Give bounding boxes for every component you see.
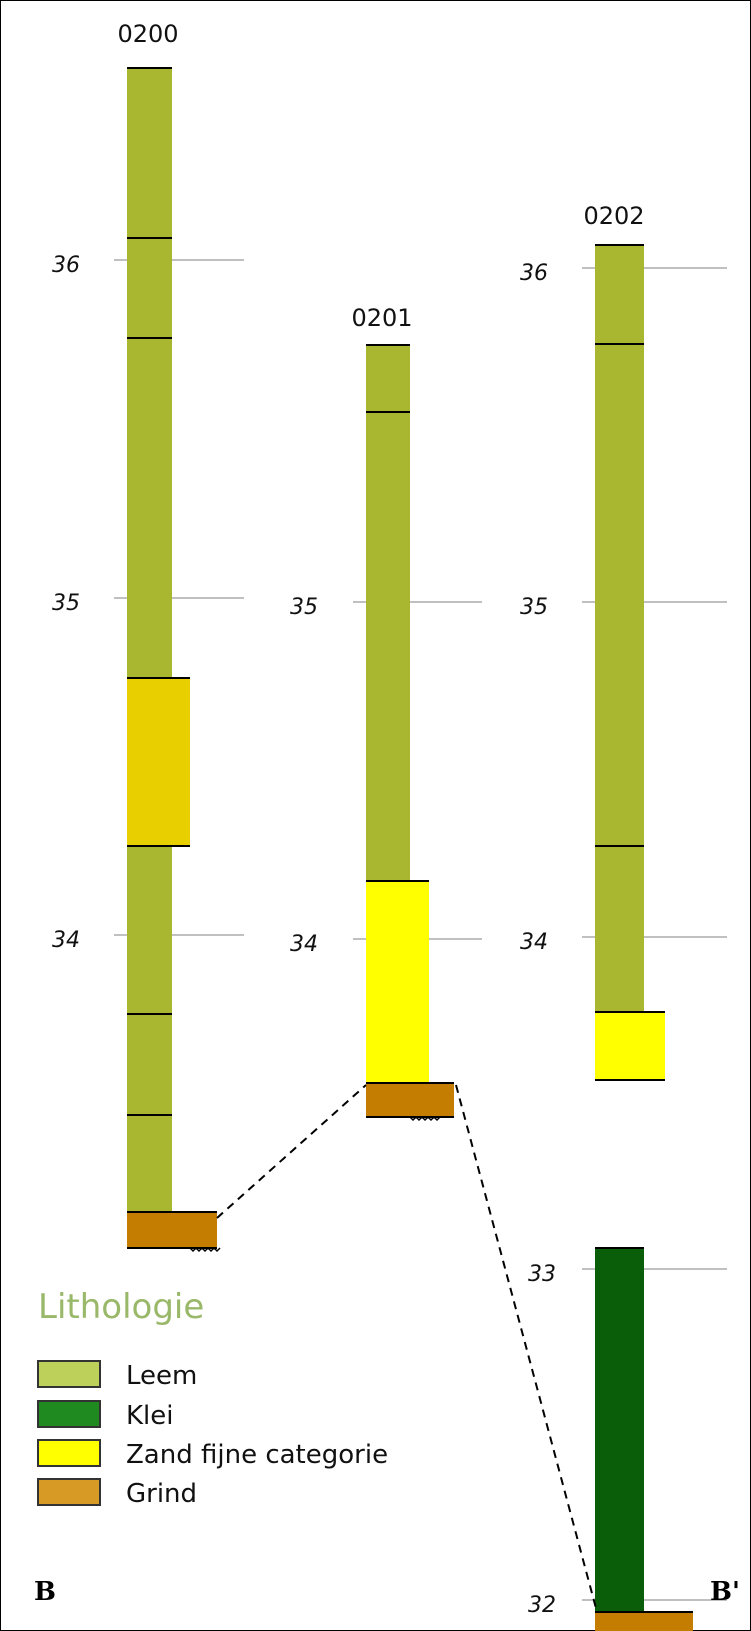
borehole-0201-title: 0201: [351, 304, 412, 332]
legend-label-leem: Leem: [126, 1361, 197, 1391]
borehole-0200-title: 0200: [117, 20, 178, 48]
end-hatch: [189, 1246, 221, 1253]
depth-label: 35: [520, 595, 548, 620]
layer-zand: [366, 881, 429, 1083]
layer-zand: [127, 678, 190, 846]
layer-grind: [595, 1612, 693, 1631]
borehole-0202: 0202 36 35 34 33 32: [520, 202, 727, 1631]
borehole-0201: 0201 35 34: [290, 304, 482, 1122]
layer-zand: [595, 1012, 665, 1080]
depth-label: 32: [528, 1593, 556, 1618]
depth-label: 36: [520, 261, 548, 286]
depth-label: 33: [528, 1262, 556, 1287]
correlation-line: [455, 1084, 598, 1613]
legend-swatch-grind: [37, 1478, 101, 1506]
depth-label: 36: [52, 253, 80, 278]
legend: Lithologie Leem Klei Zand fijne categori…: [37, 1287, 388, 1509]
legend-label-grind: Grind: [126, 1479, 197, 1509]
legend-title: Lithologie: [38, 1287, 204, 1327]
borehole-0202-title: 0202: [583, 202, 644, 230]
depth-label: 35: [52, 591, 80, 616]
layer-leem: [127, 68, 172, 678]
layer-leem: [595, 245, 644, 1012]
layer-grind: [366, 1083, 454, 1117]
legend-swatch-zand: [37, 1439, 101, 1467]
layer-leem: [127, 846, 172, 1212]
layer-klei: [595, 1248, 644, 1612]
layer-leem: [366, 345, 410, 881]
depth-label: 34: [290, 932, 318, 957]
legend-swatch-leem: [37, 1360, 101, 1388]
legend-label-zand: Zand fijne categorie: [126, 1440, 388, 1470]
section-label-start: B: [34, 1577, 56, 1607]
layer-grind: [127, 1212, 217, 1248]
correlation-line: [216, 1084, 367, 1219]
depth-label: 34: [52, 928, 80, 953]
section-label-end: B': [710, 1577, 740, 1607]
end-hatch: [409, 1115, 441, 1122]
legend-swatch-klei: [37, 1400, 101, 1428]
depth-label: 35: [290, 595, 318, 620]
legend-label-klei: Klei: [126, 1401, 174, 1431]
depth-label: 34: [520, 930, 548, 955]
borehole-0200: 0200 36 35 34: [52, 20, 244, 1253]
